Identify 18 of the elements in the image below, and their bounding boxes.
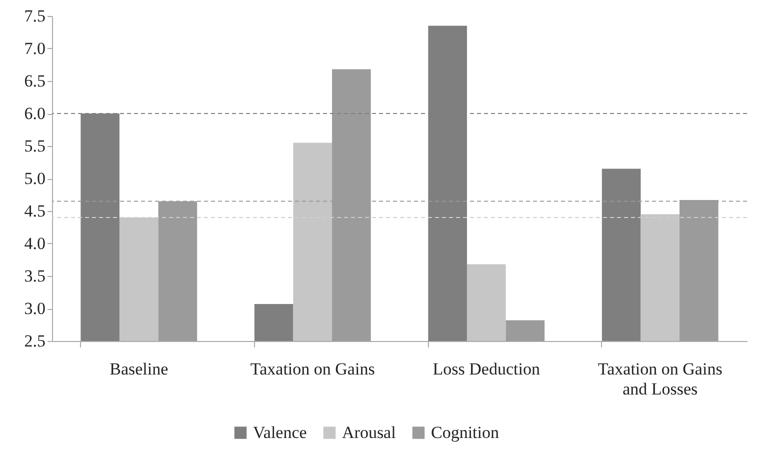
y-tick-label: 4.5 bbox=[24, 202, 46, 220]
y-tick-label: 3.5 bbox=[24, 266, 46, 286]
x-tick-label: Loss Deduction bbox=[432, 360, 540, 378]
y-tick-label: 5.0 bbox=[24, 169, 46, 188]
legend-label: Arousal bbox=[342, 422, 396, 442]
x-tick-label: Baseline bbox=[110, 360, 168, 378]
y-tick-label: 7.0 bbox=[24, 39, 46, 58]
x-tick-label: Taxation on Gains and Losses bbox=[598, 360, 722, 398]
legend-label: Cognition bbox=[431, 422, 500, 442]
y-tick-label: 6.5 bbox=[24, 72, 46, 90]
y-tick-label: 5.5 bbox=[24, 136, 46, 156]
x-tick-label: Taxation on Gains bbox=[250, 360, 375, 378]
y-tick-label: 2.5 bbox=[24, 332, 46, 350]
y-tick-label: 3.0 bbox=[24, 299, 46, 318]
y-tick-label: 4.0 bbox=[24, 234, 46, 253]
y-tick-label: 7.5 bbox=[24, 6, 46, 26]
y-tick-label: 6.0 bbox=[24, 104, 46, 123]
legend-label: Valence bbox=[253, 422, 307, 442]
